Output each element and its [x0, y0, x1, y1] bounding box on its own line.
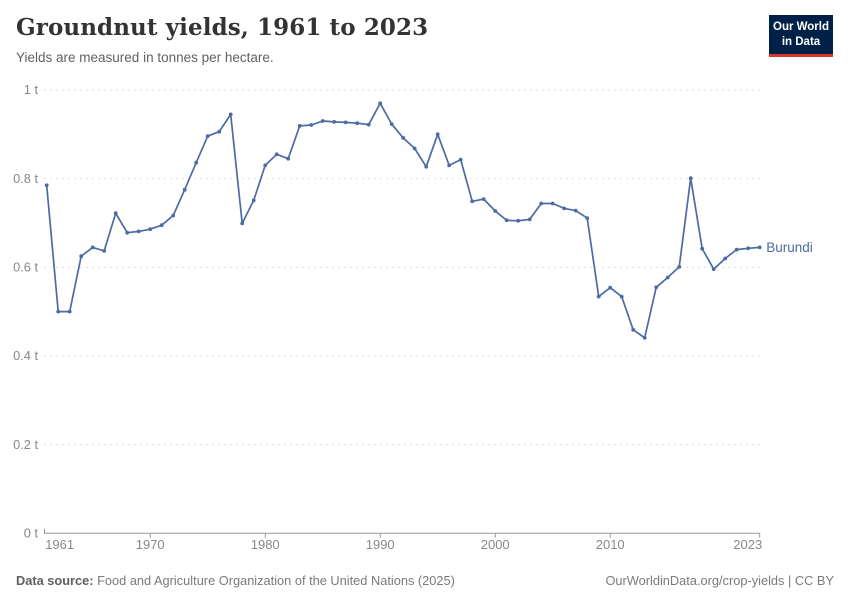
owid-logo[interactable]: Our World in Data: [769, 15, 833, 58]
data-point[interactable]: [734, 247, 739, 252]
data-point[interactable]: [56, 309, 61, 314]
data-point[interactable]: [573, 208, 578, 213]
data-point[interactable]: [665, 275, 670, 280]
data-point[interactable]: [79, 254, 84, 259]
footer-separator: |: [788, 573, 792, 588]
data-point[interactable]: [608, 285, 613, 290]
series-end-label[interactable]: Burundi: [766, 240, 813, 255]
data-point[interactable]: [343, 120, 348, 125]
data-point[interactable]: [194, 160, 199, 165]
data-point[interactable]: [125, 230, 130, 235]
data-point[interactable]: [550, 201, 555, 206]
data-point[interactable]: [711, 267, 716, 271]
data-point[interactable]: [412, 146, 417, 151]
y-tick-label: 0 t: [24, 526, 39, 541]
x-tick-label: 1980: [251, 537, 280, 552]
data-point[interactable]: [493, 209, 498, 213]
chart-footer: Data source: Food and Agriculture Organi…: [16, 573, 834, 588]
data-point[interactable]: [159, 223, 164, 228]
data-point[interactable]: [700, 246, 705, 251]
data-point[interactable]: [90, 245, 95, 250]
data-point[interactable]: [389, 122, 394, 126]
data-point[interactable]: [113, 211, 118, 216]
data-point[interactable]: [458, 157, 463, 162]
data-source-text: Food and Agriculture Organization of the…: [97, 573, 455, 588]
data-point[interactable]: [435, 132, 440, 137]
data-point[interactable]: [424, 164, 429, 169]
data-point[interactable]: [470, 199, 475, 204]
data-point[interactable]: [309, 123, 314, 127]
data-point[interactable]: [44, 183, 49, 188]
y-tick-label: 0.6 t: [13, 260, 38, 275]
data-point[interactable]: [631, 327, 636, 332]
data-point[interactable]: [67, 309, 72, 314]
data-point[interactable]: [228, 112, 233, 117]
y-tick-label: 0.2 t: [13, 437, 38, 452]
data-point[interactable]: [596, 294, 601, 299]
y-tick-label: 0.8 t: [13, 171, 38, 186]
data-point[interactable]: [378, 101, 383, 106]
data-point[interactable]: [355, 121, 360, 126]
data-point[interactable]: [562, 206, 567, 211]
data-source: Data source: Food and Agriculture Organi…: [16, 573, 455, 588]
data-point[interactable]: [619, 294, 624, 299]
x-tick-label: 1961: [45, 537, 74, 552]
logo-line2: in Data: [781, 36, 821, 49]
chart-subtitle: Yields are measured in tonnes per hectar…: [16, 50, 274, 65]
x-tick-label: 2023: [733, 537, 762, 552]
data-point[interactable]: [539, 201, 544, 206]
data-point[interactable]: [240, 221, 245, 226]
data-point[interactable]: [182, 187, 187, 192]
data-point[interactable]: [102, 249, 107, 253]
data-point[interactable]: [654, 285, 659, 290]
data-point[interactable]: [217, 129, 222, 134]
data-point[interactable]: [677, 265, 682, 269]
data-point[interactable]: [746, 246, 751, 251]
page-title: Groundnut yields, 1961 to 2023: [16, 14, 429, 41]
x-tick-label: 2010: [596, 537, 625, 552]
logo-line1: Our World: [773, 21, 830, 33]
data-point[interactable]: [447, 163, 452, 168]
data-point[interactable]: [205, 134, 210, 139]
data-point[interactable]: [757, 245, 762, 250]
data-point[interactable]: [274, 152, 279, 157]
data-point[interactable]: [320, 119, 325, 123]
license-link[interactable]: CC BY: [794, 573, 834, 588]
data-point[interactable]: [148, 227, 153, 232]
data-point[interactable]: [642, 335, 647, 340]
data-point[interactable]: [263, 163, 268, 168]
data-point[interactable]: [516, 218, 521, 223]
data-point[interactable]: [504, 218, 509, 223]
data-point[interactable]: [297, 124, 302, 128]
data-point[interactable]: [585, 216, 590, 221]
y-tick-label: 0.4 t: [13, 348, 38, 363]
data-point[interactable]: [332, 120, 337, 124]
x-tick-label: 1990: [366, 537, 395, 552]
footer-links: OurWorldinData.org/crop-yields | CC BY: [605, 573, 834, 588]
chart-header: Groundnut yields, 1961 to 2023 Yields ar…: [16, 14, 736, 65]
data-point[interactable]: [286, 156, 291, 161]
data-point[interactable]: [366, 122, 371, 127]
data-point[interactable]: [136, 229, 141, 234]
data-point[interactable]: [481, 197, 486, 202]
x-tick-label: 1970: [136, 537, 165, 552]
data-point[interactable]: [527, 217, 532, 222]
data-point[interactable]: [688, 176, 693, 181]
data-point[interactable]: [251, 198, 256, 203]
x-tick-label: 2000: [481, 537, 510, 552]
data-point[interactable]: [401, 136, 406, 140]
data-point[interactable]: [171, 213, 176, 218]
y-tick-label: 1 t: [24, 82, 39, 97]
footer-url-link[interactable]: OurWorldinData.org/crop-yields: [605, 573, 785, 588]
data-point[interactable]: [723, 256, 728, 261]
data-source-label: Data source:: [16, 573, 94, 588]
